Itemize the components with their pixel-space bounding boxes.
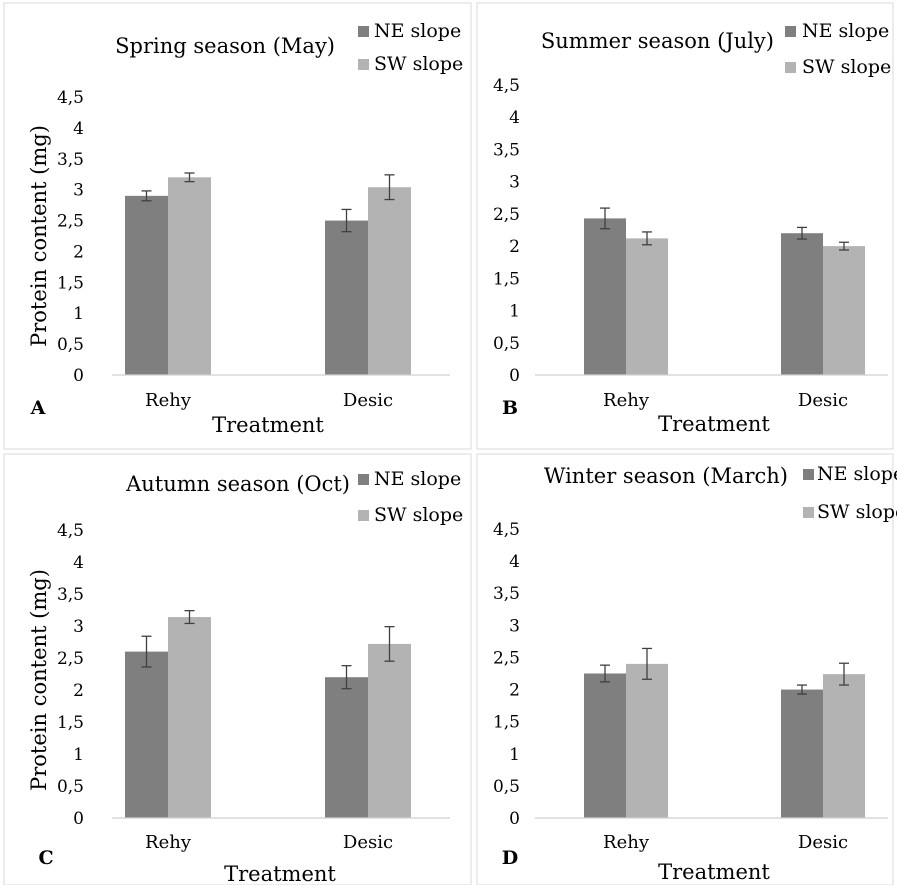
x-axis-label: Treatment: [658, 412, 770, 436]
y-tick-label: 1: [73, 304, 84, 324]
y-tick-label: 1: [509, 302, 520, 322]
chart-title: Summer season (July): [541, 29, 774, 53]
chart-panel-c: 0 0,5 1 1,5 2 2,5 3 3,5 4 4,5 Rehy Desic Treatment Pr…: [3, 453, 472, 885]
y-tick-label: 3,5: [57, 150, 84, 170]
panel-letter: D: [502, 847, 518, 869]
y-tick-label: 4: [509, 552, 520, 572]
legend-label-sw: SW slope: [802, 56, 891, 78]
y-tick-label: 4,5: [493, 520, 520, 540]
bar-sw-desic: [823, 674, 865, 818]
y-tick-label: 4,5: [57, 88, 84, 108]
legend-label-sw: SW slope: [817, 501, 897, 523]
legend-label-ne: NE slope: [802, 20, 889, 42]
y-tick-label: 3: [509, 616, 520, 636]
legend-swatch-sw: [803, 507, 814, 518]
y-tick-label: 2,5: [493, 205, 520, 225]
x-tick-label: Desic: [343, 832, 393, 853]
panel-letter: B: [502, 397, 518, 419]
y-tick-label: 4: [73, 553, 84, 573]
y-tick-label: 0: [509, 809, 520, 829]
y-axis-label: Protein content (mg): [27, 569, 51, 791]
y-tick-label: 1,5: [493, 269, 520, 289]
legend-label-ne: NE slope: [374, 468, 461, 490]
x-axis-label: Treatment: [212, 413, 324, 437]
y-tick-label: 4: [73, 119, 84, 139]
y-tick-label: 0,5: [493, 334, 520, 354]
legend-label-ne: NE slope: [374, 20, 461, 42]
chart-title: Winter season (March): [544, 464, 788, 488]
bar-ne-rehy: [584, 673, 626, 818]
y-tick-label: 2,5: [493, 648, 520, 668]
chart-title: Spring season (May): [115, 34, 335, 58]
legend-swatch-ne: [785, 26, 796, 37]
bar-sw-desic: [368, 643, 411, 818]
y-tick-label: 3: [73, 181, 84, 201]
bar-sw-desic: [368, 187, 411, 375]
bar-ne-desic: [325, 677, 368, 818]
y-tick-label: 3: [509, 173, 520, 193]
panel-letter: C: [38, 847, 53, 869]
bar-ne-rehy: [584, 218, 626, 375]
y-tick-label: 4,5: [493, 76, 520, 96]
panel-letter: A: [30, 397, 46, 419]
bar-ne-rehy: [125, 195, 168, 375]
y-tick-label: 2,5: [57, 649, 84, 669]
y-tick-label: 2: [509, 681, 520, 701]
x-tick-label: Rehy: [603, 390, 650, 411]
legend-swatch-ne: [358, 26, 369, 37]
chart-panel-d: 0 0,5 1 1,5 2 2,5 3 3,5 4 4,5 Rehy Desic Treatment Wi…: [476, 453, 897, 885]
y-tick-label: 1: [73, 745, 84, 765]
y-tick-label: 2: [73, 242, 84, 262]
y-tick-label: 4,5: [57, 521, 84, 541]
x-tick-label: Desic: [798, 832, 848, 853]
legend-swatch-sw: [358, 510, 369, 521]
x-tick-label: Rehy: [603, 832, 650, 853]
legend-swatch-sw: [358, 59, 369, 70]
bar-sw-rehy: [168, 617, 211, 818]
y-tick-label: 2,5: [57, 212, 84, 232]
legend-label-sw: SW slope: [374, 504, 463, 526]
y-tick-label: 1: [509, 745, 520, 765]
x-axis-label: Treatment: [658, 860, 770, 884]
y-tick-label: 3: [73, 617, 84, 637]
bar-ne-desic: [781, 233, 823, 375]
y-axis-label: Protein content (mg): [27, 125, 51, 347]
x-axis-label: Treatment: [224, 862, 336, 885]
legend-swatch-sw: [785, 62, 796, 73]
bar-ne-desic: [781, 689, 823, 818]
bar-ne-rehy: [125, 651, 168, 818]
bar-sw-desic: [823, 246, 865, 375]
y-tick-label: 1,5: [57, 273, 84, 293]
y-tick-label: 4: [509, 108, 520, 128]
y-tick-label: 3,5: [493, 584, 520, 604]
x-tick-label: Desic: [343, 390, 393, 411]
bar-sw-rehy: [168, 177, 211, 375]
legend-label-ne: NE slope: [817, 463, 897, 485]
legend-swatch-ne: [803, 469, 814, 480]
y-tick-label: 3,5: [493, 140, 520, 160]
chart-panel-b: 0 0,5 1 1,5 2 2,5 3 3,5 4 4,5 Rehy Desic Treatment Su…: [476, 2, 894, 450]
x-tick-label: Rehy: [145, 832, 192, 853]
y-tick-label: 0,5: [57, 335, 84, 355]
y-tick-label: 2: [73, 681, 84, 701]
y-tick-label: 0,5: [57, 777, 84, 797]
y-tick-label: 1,5: [493, 713, 520, 733]
y-tick-label: 2: [509, 237, 520, 257]
x-tick-label: Rehy: [145, 390, 192, 411]
bar-ne-desic: [325, 220, 368, 375]
y-tick-label: 1,5: [57, 713, 84, 733]
x-tick-label: Desic: [798, 390, 848, 411]
legend-swatch-ne: [358, 474, 369, 485]
chart-panel-a: 0 0,5 1 1,5 2 2,5 3 3,5 4 4,5 Rehy Desic Treatment Pr…: [3, 2, 472, 450]
bar-sw-rehy: [626, 238, 668, 375]
y-tick-label: 3,5: [57, 585, 84, 605]
y-tick-label: 0: [73, 366, 84, 386]
legend-label-sw: SW slope: [374, 53, 463, 75]
y-tick-label: 0,5: [493, 777, 520, 797]
y-tick-label: 0: [73, 809, 84, 829]
bar-sw-rehy: [626, 663, 668, 818]
y-tick-label: 0: [509, 366, 520, 386]
chart-title: Autumn season (Oct): [125, 472, 350, 496]
